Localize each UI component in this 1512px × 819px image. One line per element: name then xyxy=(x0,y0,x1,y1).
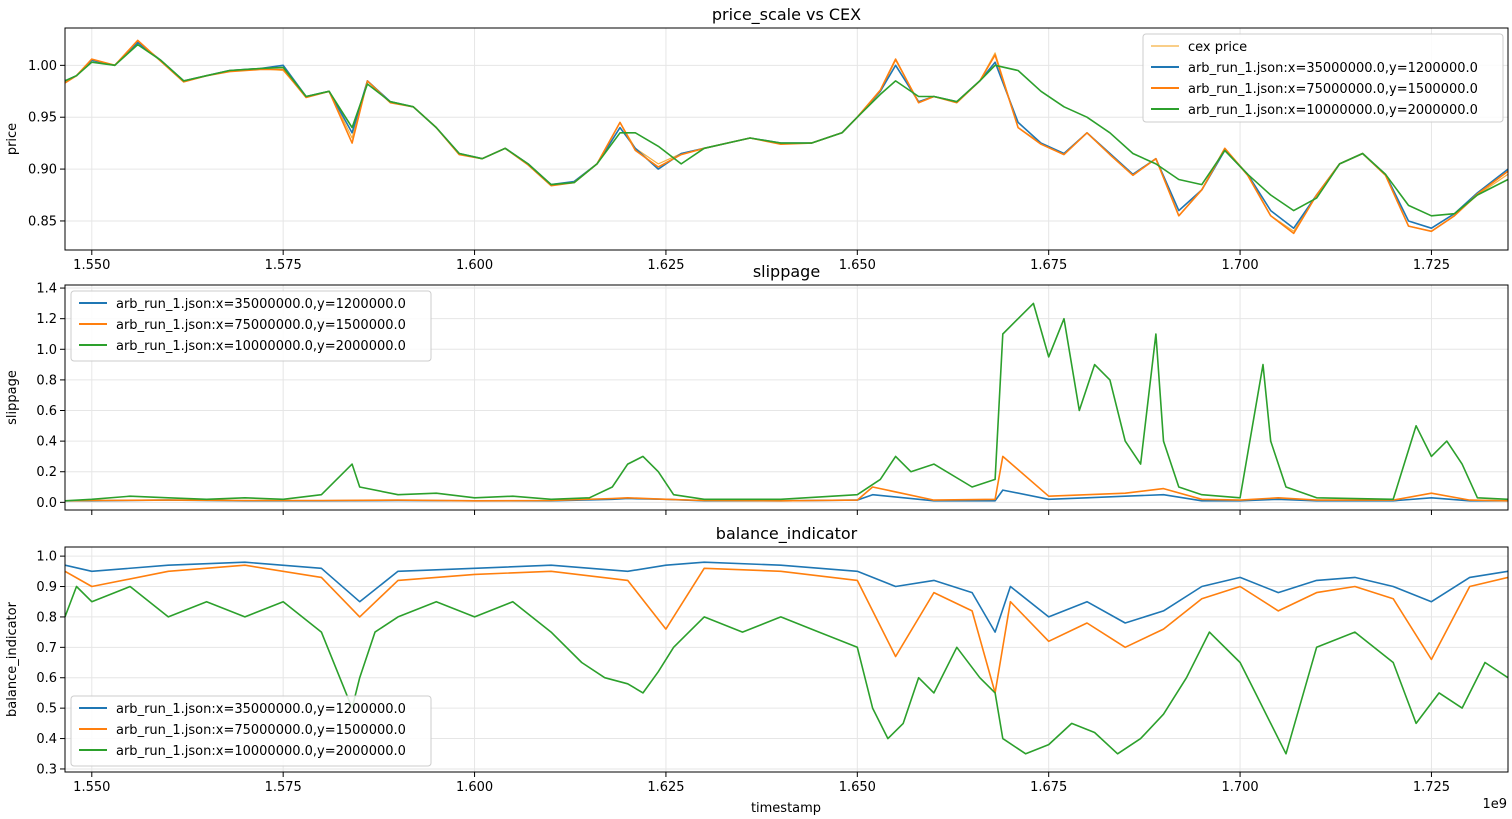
y-tick-label: 1.2 xyxy=(36,312,57,327)
x-tick-label: 1.700 xyxy=(1221,780,1258,795)
series-line-1 xyxy=(65,561,1508,633)
chart-title: slippage xyxy=(753,262,820,281)
series-line-2 xyxy=(65,455,1508,502)
x-offset-label: 1e9 xyxy=(1482,797,1507,812)
x-tick-label: 1.600 xyxy=(456,258,493,273)
plot-frame xyxy=(64,284,1509,511)
x-tick-label: 1.625 xyxy=(647,780,684,795)
y-tick-label: 0.4 xyxy=(36,435,57,450)
series-line-2 xyxy=(65,564,1508,694)
series-line-3 xyxy=(65,302,1508,502)
y-tick-label: 0.4 xyxy=(36,732,57,747)
x-tick-label: 1.575 xyxy=(265,780,302,795)
legend-label: arb_run_1.json:x=10000000.0,y=2000000.0 xyxy=(116,744,406,759)
x-axis-label: timestamp xyxy=(751,801,821,816)
price-chart-panel: 1.550 1.575 1.600 1.625 1.650 1.675 1.700 1.725… xyxy=(5,5,1509,273)
y-tick-label: 1.4 xyxy=(36,282,57,297)
legend-label: arb_run_1.json:x=10000000.0,y=2000000.0 xyxy=(1188,103,1478,118)
series-line-3 xyxy=(65,39,1508,235)
y-tick-label: 0.95 xyxy=(28,111,57,126)
y-axis-label: price xyxy=(5,123,20,155)
y-tick-label: 1.0 xyxy=(36,550,57,565)
y-tick-label: 0.6 xyxy=(36,671,57,686)
series-line-3 xyxy=(65,585,1508,755)
x-tick-label: 1.700 xyxy=(1221,258,1258,273)
x-tick-label: 1.725 xyxy=(1413,258,1450,273)
legend-box xyxy=(70,695,432,767)
y-tick-label: 0.6 xyxy=(36,404,57,419)
series-line-4 xyxy=(65,43,1508,217)
x-tick-label: 1.650 xyxy=(839,780,876,795)
x-tick-label: 1.575 xyxy=(265,258,302,273)
x-tick-label: 1.725 xyxy=(1413,780,1450,795)
legend-label: arb_run_1.json:x=75000000.0,y=1500000.0 xyxy=(116,318,406,333)
x-tick-label: 1.650 xyxy=(839,258,876,273)
y-tick-label: 1.0 xyxy=(36,343,57,358)
balance-indicator-chart-panel: 1.550 1.575 1.600 1.625 1.650 1.675 1.700 1.725… xyxy=(5,524,1509,795)
x-tick-label: 1.600 xyxy=(456,780,493,795)
y-tick-label: 0.8 xyxy=(36,610,57,625)
x-tick-label: 1.550 xyxy=(73,258,110,273)
x-tick-label: 1.550 xyxy=(73,780,110,795)
chart-title: price_scale vs CEX xyxy=(712,5,861,25)
y-tick-label: 0.0 xyxy=(36,496,57,511)
y-tick-label: 0.5 xyxy=(36,702,57,717)
x-tick-label: 1.675 xyxy=(1030,258,1067,273)
y-tick-label: 0.3 xyxy=(36,762,57,777)
legend-box xyxy=(1142,33,1504,123)
plot-frame xyxy=(64,546,1509,773)
y-axis-label: slippage xyxy=(5,370,20,425)
y-tick-label: 0.8 xyxy=(36,373,57,388)
legend-label: arb_run_1.json:x=35000000.0,y=1200000.0 xyxy=(116,297,406,312)
plot-frame xyxy=(64,27,1509,251)
y-tick-label: 0.90 xyxy=(28,163,57,178)
legend-label: arb_run_1.json:x=35000000.0,y=1200000.0 xyxy=(1188,61,1478,76)
legend-label: arb_run_1.json:x=10000000.0,y=2000000.0 xyxy=(116,339,406,354)
chart-title: balance_indicator xyxy=(716,524,858,544)
y-tick-label: 0.85 xyxy=(28,214,57,229)
legend-box xyxy=(70,290,432,362)
y-tick-label: 0.7 xyxy=(36,641,57,656)
legend-label: arb_run_1.json:x=35000000.0,y=1200000.0 xyxy=(116,702,406,717)
legend-label: arb_run_1.json:x=75000000.0,y=1500000.0 xyxy=(1188,82,1478,97)
slippage-chart-panel: 0.0 0.2 0.4 0.6 0.8 1.0 1.2 1.4 slippage slippage… xyxy=(5,262,1509,515)
y-tick-label: 0.2 xyxy=(36,465,57,480)
x-tick-label: 1.675 xyxy=(1030,780,1067,795)
legend-label: arb_run_1.json:x=75000000.0,y=1500000.0 xyxy=(116,723,406,738)
y-tick-label: 1.00 xyxy=(28,59,57,74)
y-axis-label: balance_indicator xyxy=(5,601,20,717)
y-tick-label: 0.9 xyxy=(36,580,57,595)
x-tick-label: 1.625 xyxy=(647,258,684,273)
legend-label: cex price xyxy=(1188,40,1247,55)
